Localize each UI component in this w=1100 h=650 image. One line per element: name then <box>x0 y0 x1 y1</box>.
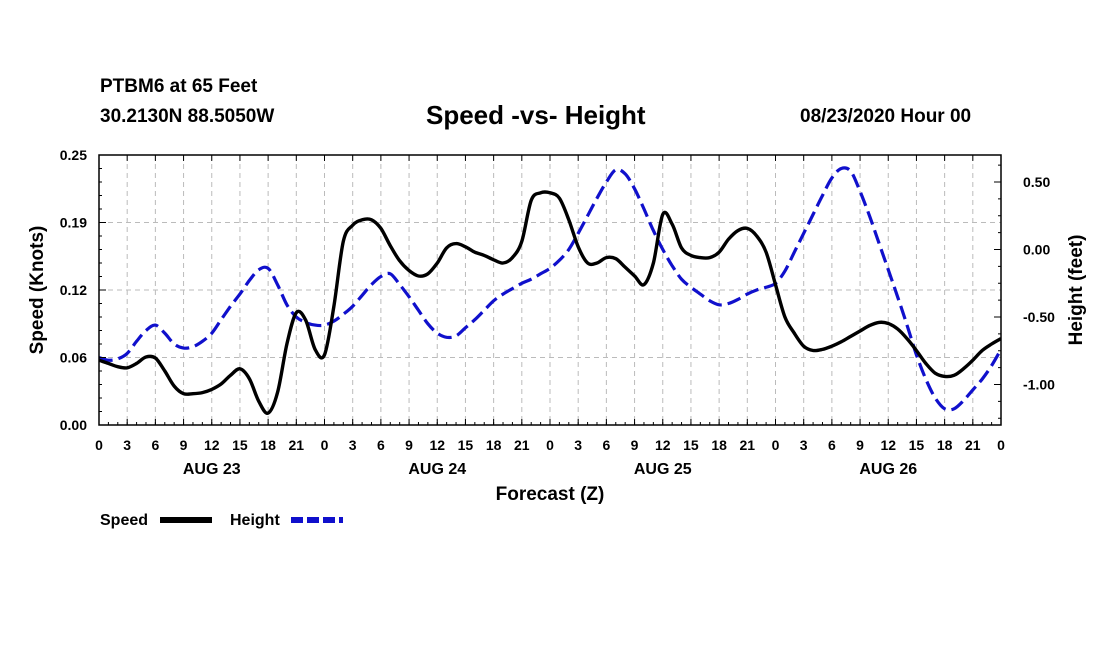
x-tick-label: 18 <box>711 437 727 453</box>
x-tick-label: 15 <box>232 437 248 453</box>
x-tick-label: 0 <box>321 437 329 453</box>
y2-tick-label: -0.50 <box>1023 309 1055 325</box>
x-tick-label: 6 <box>828 437 836 453</box>
x-day-label: AUG 26 <box>859 461 917 478</box>
x-axis-label: Forecast (Z) <box>496 484 605 505</box>
y-tick-label: 0.25 <box>60 147 87 163</box>
x-tick-label: 0 <box>997 437 1005 453</box>
x-tick-label: 18 <box>260 437 276 453</box>
x-tick-label: 3 <box>349 437 357 453</box>
x-day-label: AUG 23 <box>183 461 241 478</box>
x-tick-label: 12 <box>880 437 896 453</box>
y-tick-label: 0.06 <box>60 350 87 366</box>
x-tick-label: 12 <box>655 437 671 453</box>
x-day-label: AUG 24 <box>408 461 466 478</box>
station-label: PTBM6 at 65 Feet <box>100 76 258 97</box>
x-tick-label: 3 <box>574 437 582 453</box>
coordinates-label: 30.2130N 88.5050W <box>100 106 275 127</box>
y-tick-label: 0.12 <box>60 282 87 298</box>
x-tick-label: 6 <box>151 437 159 453</box>
x-tick-label: 6 <box>602 437 610 453</box>
x-tick-label: 12 <box>204 437 220 453</box>
x-tick-label: 21 <box>740 437 756 453</box>
y-tick-label: 0.19 <box>60 215 87 231</box>
x-tick-label: 6 <box>377 437 385 453</box>
axes: 0 3 6 9 12 15 18 21 0 3 6 9 12 15 18 21 0 3 6 9 12 15 18 21 0 3 6 9… <box>60 147 1055 478</box>
x-tick-label: 21 <box>514 437 530 453</box>
x-tick-label: 21 <box>965 437 981 453</box>
legend: Speed Height <box>100 512 343 529</box>
x-tick-label: 3 <box>800 437 808 453</box>
chart-title: Speed -vs- Height <box>426 100 646 130</box>
y-axis-label: Speed (Knots) <box>27 226 48 355</box>
x-tick-label: 9 <box>856 437 864 453</box>
x-tick-label: 21 <box>289 437 305 453</box>
speed-series-line <box>99 190 1001 415</box>
height-series-line <box>99 166 1001 412</box>
x-day-label: AUG 25 <box>634 461 692 478</box>
y-tick-label: 0.00 <box>60 417 87 433</box>
x-tick-label: 15 <box>909 437 925 453</box>
y2-tick-label: 0.00 <box>1023 242 1050 258</box>
x-tick-label: 9 <box>405 437 413 453</box>
x-tick-label: 18 <box>486 437 502 453</box>
x-tick-label: 9 <box>631 437 639 453</box>
x-tick-label: 0 <box>95 437 103 453</box>
legend-label-speed: Speed <box>100 512 148 529</box>
series-lines <box>99 166 1001 415</box>
legend-label-height: Height <box>230 512 280 529</box>
x-tick-label: 0 <box>546 437 554 453</box>
y2-axis-label: Height (feet) <box>1066 235 1087 346</box>
x-tick-label: 12 <box>429 437 445 453</box>
x-tick-label: 0 <box>772 437 780 453</box>
x-tick-label: 9 <box>180 437 188 453</box>
x-tick-label: 15 <box>683 437 699 453</box>
x-tick-label: 18 <box>937 437 953 453</box>
y2-tick-label: 0.50 <box>1023 174 1050 190</box>
forecast-timestamp: 08/23/2020 Hour 00 <box>800 106 972 127</box>
x-tick-label: 15 <box>458 437 474 453</box>
x-tick-label: 3 <box>123 437 131 453</box>
y2-tick-label: -1.00 <box>1023 377 1055 393</box>
grid <box>99 155 1001 425</box>
